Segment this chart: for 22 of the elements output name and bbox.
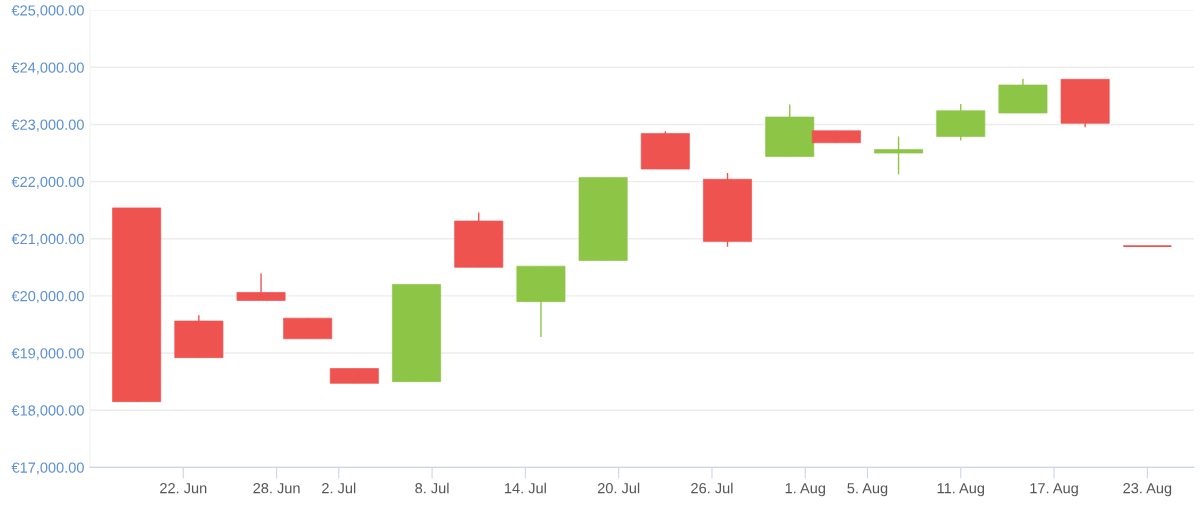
y-tick-label: €23,000.00	[11, 119, 84, 132]
x-tick-label: 8. Jul	[415, 482, 449, 494]
y-tick-label: €25,000.00	[11, 5, 84, 18]
x-tick-label: 2. Jul	[322, 482, 356, 494]
x-tick-label: 22. Jun	[160, 483, 207, 494]
x-tick-label: 20. Jul	[597, 482, 640, 494]
x-tick-label: 28. Jun	[253, 483, 300, 494]
y-tick-label: €17,000.00	[11, 462, 84, 475]
x-tick-label: 26. Jul	[691, 482, 733, 494]
candlestick	[874, 135, 924, 175]
x-tick-label: 5. Aug	[847, 483, 888, 497]
y-tick-label: €22,000.00	[11, 176, 84, 189]
x-tick-label: 17. Aug	[1030, 483, 1078, 497]
y-tick-label: €24,000.00	[11, 62, 84, 75]
y-tick-label: €18,000.00	[11, 405, 84, 418]
y-tick-label: €20,000.00	[11, 291, 84, 304]
x-tick-label: 23. Aug	[1123, 483, 1172, 497]
y-tick-label: €19,000.00	[11, 348, 84, 361]
y-tick-label: €21,000.00	[11, 233, 84, 246]
x-tick-label: 1. Aug	[785, 483, 826, 497]
x-tick-label: 11. Aug	[937, 483, 985, 497]
x-tick-label: 14. Jul	[505, 482, 546, 494]
